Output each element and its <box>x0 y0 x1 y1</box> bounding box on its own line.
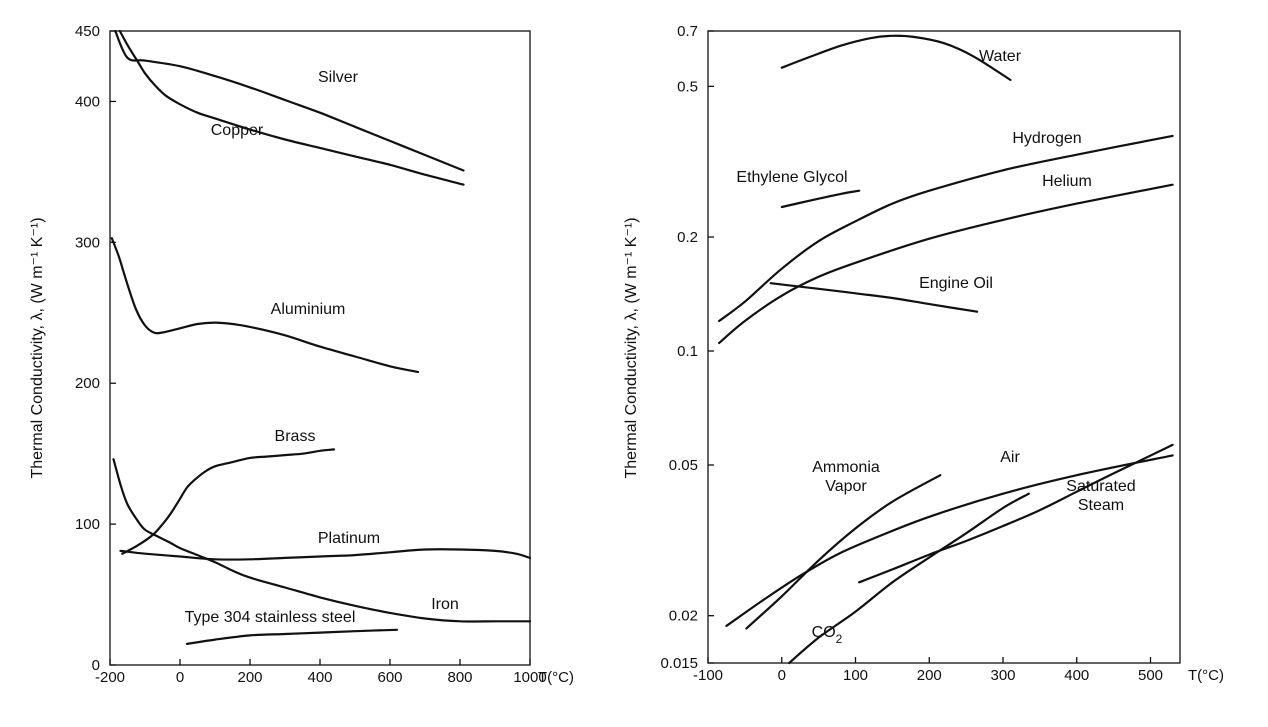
series-line-iron <box>112 458 532 623</box>
series-line-helium <box>718 183 1174 345</box>
x-tick-label: 600 <box>377 669 402 686</box>
x-tick-label: 0 <box>176 669 184 686</box>
series-line-ethylene-glycol <box>780 189 861 209</box>
y-tick-label: 450 <box>75 23 100 40</box>
series-line-hydrogen <box>718 134 1174 323</box>
x-tick-label: -200 <box>95 669 125 686</box>
series-label-saturated-steam: Saturated <box>1066 478 1135 495</box>
x-tick-label: 0 <box>778 667 786 684</box>
chart-panel-2: -100 0 100 200 300 400 500 T(°C) 0.015 0.02 0.05 0.… <box>623 23 1224 684</box>
series-line-copper <box>118 29 465 186</box>
series-line-silver <box>114 29 465 172</box>
series-line-co2 <box>788 492 1030 665</box>
series-label-aluminium: Aluminium <box>271 301 346 318</box>
series-label-saturated-steam: Steam <box>1078 497 1124 514</box>
series-label-ammonia-vapor: Ammonia <box>812 459 880 476</box>
y-tick-label: 0 <box>92 657 100 674</box>
x-axis-title: T(°C) <box>1188 667 1224 684</box>
x-tick-label: 500 <box>1138 667 1163 684</box>
series-label-copper: Copper <box>211 122 264 139</box>
y-tick-label: 0.5 <box>677 78 698 95</box>
series-line-engine-oil <box>769 282 979 313</box>
y-tick-label: 0.015 <box>660 655 698 672</box>
series-line-brass <box>121 448 336 555</box>
series-label-ethylene-glycol: Ethylene Glycol <box>736 169 847 186</box>
y-tick-label: 300 <box>75 234 100 251</box>
series-line-platinum <box>119 548 532 561</box>
plot-frame <box>707 30 1181 664</box>
series-label-engine-oil: Engine Oil <box>919 275 993 292</box>
series-label-brass: Brass <box>275 428 316 445</box>
series-label-helium: Helium <box>1042 173 1092 190</box>
x-tick-label: 100 <box>843 667 868 684</box>
x-tick-label: 200 <box>917 667 942 684</box>
x-tick-label: 400 <box>1064 667 1089 684</box>
x-tick-label: 400 <box>307 669 332 686</box>
x-tick-label: 800 <box>447 669 472 686</box>
series-line-type-304-stainless-steel <box>185 628 399 645</box>
series-line-air <box>725 454 1174 627</box>
series-label-platinum: Platinum <box>318 530 380 547</box>
series-label-type-304-stainless-steel: Type 304 stainless steel <box>185 609 356 626</box>
y-tick-label: 0.05 <box>669 457 698 474</box>
y-tick-label: 400 <box>75 93 100 110</box>
plot-frame <box>109 30 531 666</box>
y-tick-label: 0.02 <box>669 608 698 625</box>
y-tick-label: 200 <box>75 375 100 392</box>
y-axis-title: Thermal Conductivity, λ, (W m⁻¹ K⁻¹) <box>623 217 640 478</box>
chart-panel-1: -200 0 200 400 600 800 1000T(°C)01002003004004… <box>29 23 574 686</box>
series-label-water: Water <box>979 48 1022 65</box>
series-label-iron: Iron <box>431 596 459 613</box>
y-tick-label: 0.7 <box>677 23 698 40</box>
y-tick-label: 0.1 <box>677 343 698 360</box>
series-label-co2: CO2 <box>812 624 843 646</box>
series-line-ammonia-vapor <box>745 474 942 630</box>
series-label-ammonia-vapor: Vapor <box>825 478 867 495</box>
series-label-silver: Silver <box>318 69 359 86</box>
series-line-saturated-steam <box>858 443 1174 584</box>
x-tick-label: 300 <box>990 667 1015 684</box>
y-tick-label: 0.2 <box>677 229 698 246</box>
series-line-aluminium <box>110 237 420 374</box>
y-axis-title: Thermal Conductivity, λ, (W m⁻¹ K⁻¹) <box>29 217 46 478</box>
series-line-water <box>780 34 1012 81</box>
series-label-air: Air <box>1000 449 1020 466</box>
series-label-hydrogen: Hydrogen <box>1012 130 1081 147</box>
x-tick-label: 1000 <box>513 669 546 686</box>
x-tick-label: -100 <box>693 667 723 684</box>
y-tick-label: 100 <box>75 516 100 533</box>
x-axis-title: T(°C) <box>538 669 574 686</box>
x-tick-label: 200 <box>237 669 262 686</box>
